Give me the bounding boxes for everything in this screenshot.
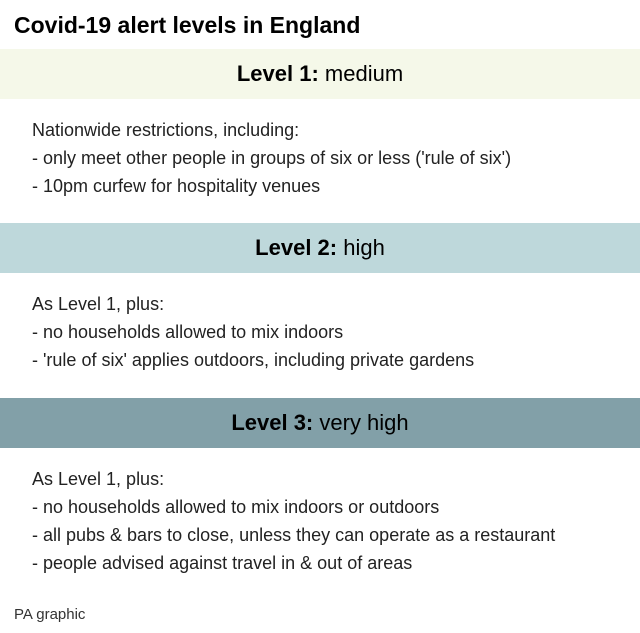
level-label: Level 2: — [255, 235, 337, 260]
level-intro: Nationwide restrictions, including: — [32, 117, 608, 143]
level-severity: high — [337, 235, 385, 260]
level-header-3: Level 3: very high — [0, 398, 640, 448]
level-bullet: - all pubs & bars to close, unless they … — [32, 522, 608, 548]
graphic-credit: PA graphic — [0, 600, 640, 633]
level-bullet: - people advised against travel in & out… — [32, 550, 608, 576]
level-intro: As Level 1, plus: — [32, 466, 608, 492]
level-body-3: As Level 1, plus:- no households allowed… — [0, 448, 640, 600]
level-bullet: - 'rule of six' applies outdoors, includ… — [32, 347, 608, 373]
level-bullet: - no households allowed to mix indoors o… — [32, 494, 608, 520]
levels-container: Level 1: mediumNationwide restrictions, … — [0, 49, 640, 600]
level-body-1: Nationwide restrictions, including:- onl… — [0, 99, 640, 223]
level-label: Level 3: — [231, 410, 313, 435]
level-header-2: Level 2: high — [0, 223, 640, 273]
level-bullet: - 10pm curfew for hospitality venues — [32, 173, 608, 199]
level-label: Level 1: — [237, 61, 319, 86]
page-title: Covid-19 alert levels in England — [0, 0, 640, 49]
level-bullet: - no households allowed to mix indoors — [32, 319, 608, 345]
level-severity: medium — [319, 61, 403, 86]
level-bullet: - only meet other people in groups of si… — [32, 145, 608, 171]
level-intro: As Level 1, plus: — [32, 291, 608, 317]
level-header-1: Level 1: medium — [0, 49, 640, 99]
level-severity: very high — [313, 410, 408, 435]
level-body-2: As Level 1, plus:- no households allowed… — [0, 273, 640, 397]
